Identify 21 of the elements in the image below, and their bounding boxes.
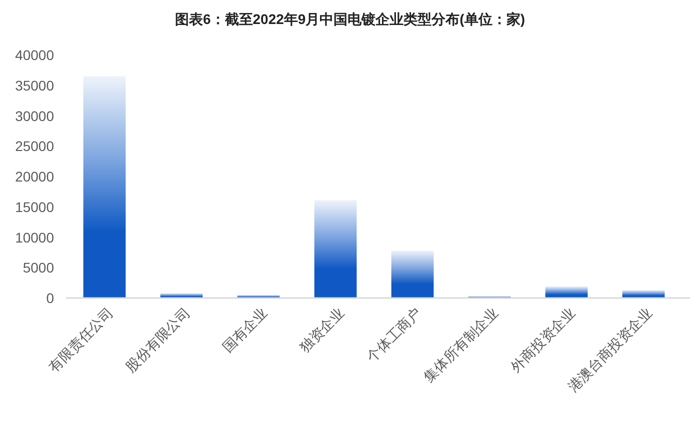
y-tick-label: 5000 (22, 260, 54, 276)
bar (314, 200, 357, 298)
y-tick-label: 0 (46, 290, 54, 306)
y-tick-label: 25000 (15, 138, 54, 154)
x-tick-label: 独资企业 (296, 304, 348, 356)
x-tick-label: 股份有限公司 (122, 304, 194, 376)
bar (83, 76, 126, 298)
y-tick-label: 40000 (15, 47, 54, 63)
y-tick-label: 20000 (15, 168, 54, 184)
bar (391, 250, 434, 298)
y-tick-label: 30000 (15, 108, 54, 124)
bar (160, 293, 203, 298)
chart-title: 图表6：截至2022年9月中国电镀企业类型分布(单位：家) (174, 11, 526, 27)
x-tick-label: 国有企业 (219, 304, 270, 356)
bar (622, 290, 665, 298)
y-tick-label: 35000 (15, 77, 54, 94)
y-tick-label: 10000 (15, 229, 54, 246)
x-tick-label: 有限责任公司 (45, 304, 116, 376)
x-tick-label: 外商投资企业 (507, 304, 578, 376)
y-tick-label: 15000 (15, 198, 54, 215)
bar (545, 286, 588, 298)
